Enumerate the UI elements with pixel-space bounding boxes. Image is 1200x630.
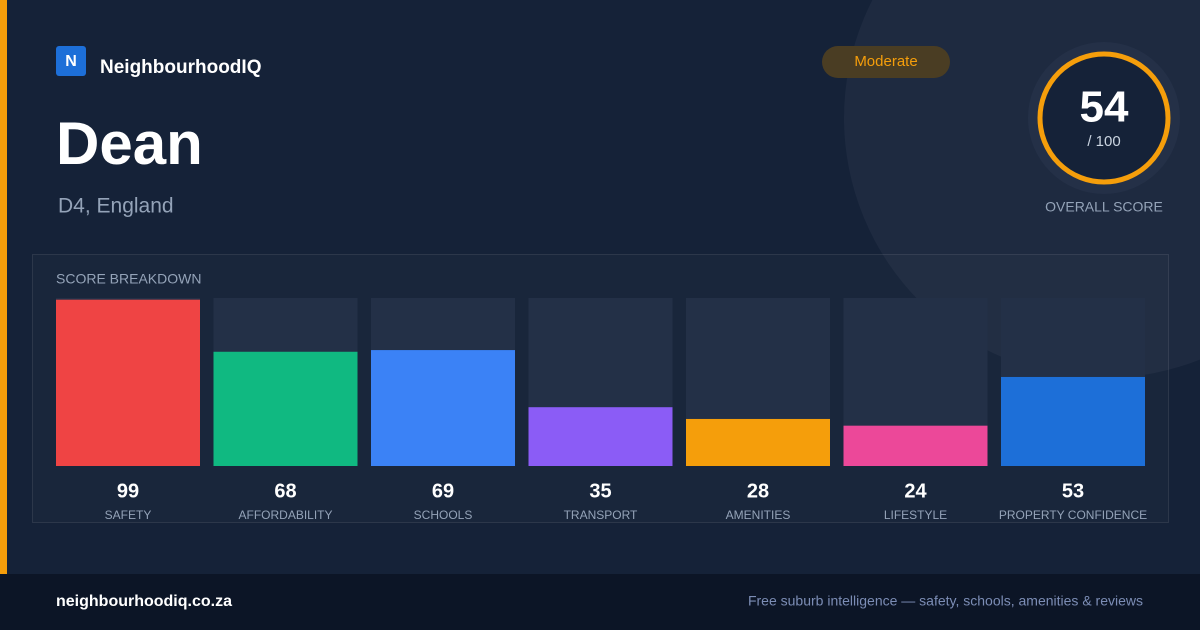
category-label: TRANSPORT xyxy=(564,508,638,522)
value-label: 68 xyxy=(274,480,296,502)
bar xyxy=(56,299,200,466)
chart-title: SCORE BREAKDOWN xyxy=(56,271,201,287)
title: Dean xyxy=(56,110,203,177)
breakdown-panel xyxy=(32,254,1169,523)
overall-score: 54 xyxy=(1080,83,1129,132)
logo xyxy=(56,46,86,76)
value-label: 53 xyxy=(1062,480,1084,502)
bar xyxy=(528,407,673,466)
footer xyxy=(0,574,1200,630)
bar xyxy=(686,418,830,466)
subtitle: D4, England xyxy=(58,195,174,218)
footer-site: neighbourhoodiq.co.za xyxy=(56,593,232,610)
brand: NeighbourhoodIQ xyxy=(100,57,261,78)
badge xyxy=(822,46,950,78)
score-ring xyxy=(1037,51,1171,185)
overall-label: OVERALL SCORE xyxy=(1045,199,1163,215)
overall-out-of: / 100 xyxy=(1087,133,1120,150)
value-label: 99 xyxy=(117,480,139,502)
value-label: 69 xyxy=(432,480,454,502)
bar xyxy=(843,425,988,466)
logo-letter: N xyxy=(65,53,77,70)
bar xyxy=(213,351,358,466)
category-label: PROPERTY CONFIDENCE xyxy=(999,508,1147,522)
bar xyxy=(371,350,515,466)
value-label: 28 xyxy=(747,480,769,502)
bar xyxy=(1001,376,1145,466)
value-label: 35 xyxy=(589,480,611,502)
category-label: LIFESTYLE xyxy=(884,508,947,522)
accent-stripe xyxy=(0,0,7,574)
category-label: SAFETY xyxy=(105,508,152,522)
value-label: 24 xyxy=(904,480,927,502)
category-label: AFFORDABILITY xyxy=(238,508,332,522)
badge-text: Moderate xyxy=(854,53,917,70)
bars: 99 SAFETY 68 AFFORDABILITY 69 SCHOOLS 35 TRANSP… xyxy=(56,298,1147,522)
category-label: AMENITIES xyxy=(726,508,791,522)
footer-tagline: Free suburb intelligence — safety, schoo… xyxy=(748,593,1143,609)
category-label: SCHOOLS xyxy=(414,508,473,522)
